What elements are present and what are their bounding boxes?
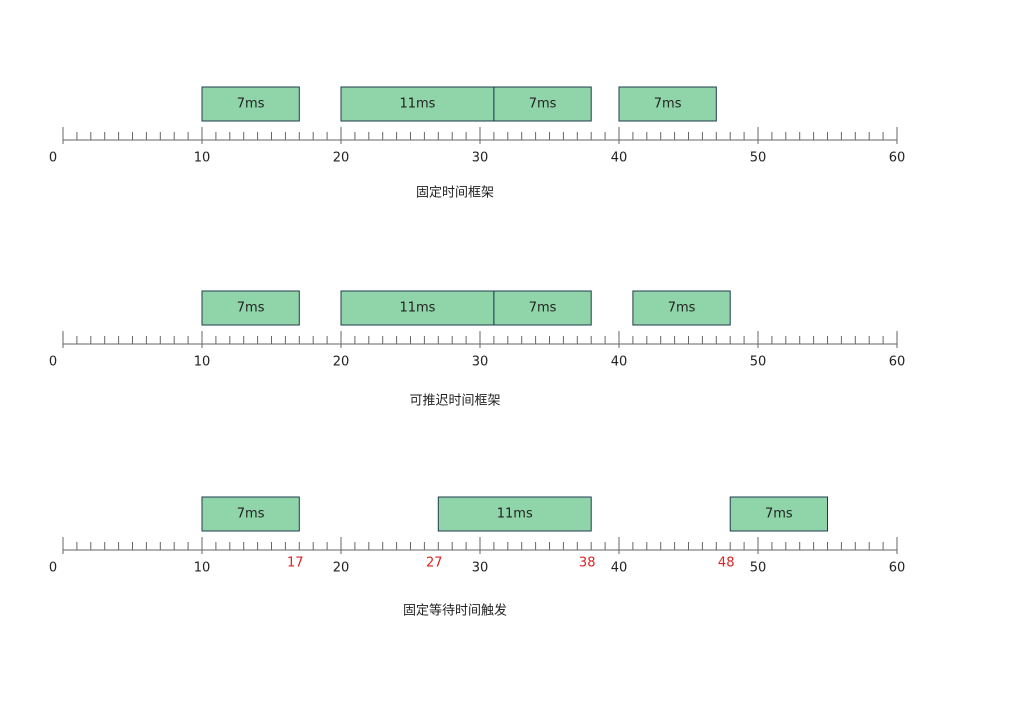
marker-label: 27 — [426, 556, 443, 571]
tick-label: 30 — [472, 561, 489, 576]
tick-label: 20 — [333, 355, 350, 370]
tick-label: 0 — [49, 561, 57, 576]
time-block — [729, 496, 829, 532]
tick-label: 20 — [333, 561, 350, 576]
caption: 固定时间框架 — [416, 186, 494, 201]
caption: 可推迟时间框架 — [409, 394, 500, 409]
tick-label: 60 — [889, 355, 906, 370]
tick-label: 10 — [194, 151, 211, 166]
block-label: 7ms — [668, 301, 696, 316]
tick-label: 10 — [194, 355, 211, 370]
time-block — [493, 86, 592, 122]
tick-label: 30 — [472, 151, 489, 166]
block-label: 11ms — [399, 97, 435, 112]
time-block — [437, 496, 592, 532]
block-label: 7ms — [237, 507, 265, 522]
tick-label: 20 — [333, 151, 350, 166]
marker-label: 48 — [718, 556, 735, 571]
time-block — [201, 86, 300, 122]
block-label: 7ms — [654, 97, 682, 112]
block-label: 7ms — [529, 301, 557, 316]
tick-label: 50 — [750, 355, 767, 370]
tick-label: 60 — [889, 561, 906, 576]
marker-label: 38 — [579, 556, 596, 571]
caption: 固定等待时间触发 — [403, 603, 507, 619]
tick-label: 50 — [750, 561, 767, 576]
time-block — [493, 290, 592, 326]
time-block — [632, 290, 731, 326]
tick-label: 0 — [49, 151, 57, 166]
tick-label: 50 — [750, 151, 767, 166]
block-label: 7ms — [237, 97, 265, 112]
tick-label: 30 — [472, 355, 489, 370]
block-label: 11ms — [497, 507, 533, 522]
marker-label: 17 — [287, 556, 304, 571]
tick-label: 60 — [889, 151, 906, 166]
time-block — [201, 290, 300, 326]
tick-label: 40 — [611, 355, 628, 370]
time-block — [618, 86, 717, 122]
time-block — [201, 496, 300, 532]
tick-label: 0 — [49, 355, 57, 370]
block-label: 7ms — [529, 97, 557, 112]
tick-label: 10 — [194, 561, 211, 576]
tick-label: 40 — [611, 561, 628, 576]
block-label: 11ms — [399, 301, 435, 316]
tick-label: 40 — [611, 151, 628, 166]
block-label: 7ms — [765, 507, 793, 522]
block-label: 7ms — [237, 301, 265, 316]
